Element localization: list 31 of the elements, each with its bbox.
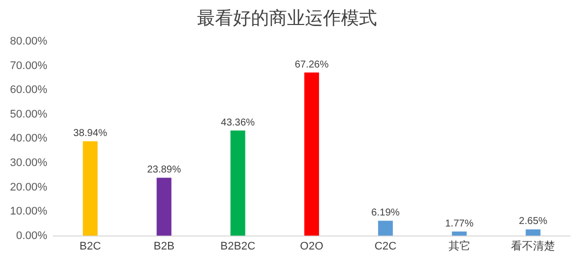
x-tick-label: B2B2C bbox=[220, 240, 256, 252]
data-label: 2.65% bbox=[518, 216, 548, 228]
bar bbox=[378, 220, 393, 236]
chart-title: 最看好的商业运作模式 bbox=[197, 8, 377, 28]
x-tick-label: B2B bbox=[154, 240, 174, 252]
data-label: 6.19% bbox=[371, 208, 400, 219]
bar bbox=[230, 130, 246, 236]
bar bbox=[452, 232, 467, 236]
data-label: 23.89% bbox=[147, 164, 182, 176]
y-tick-label: 60.00% bbox=[10, 84, 48, 96]
y-tick-label: 80.00% bbox=[10, 36, 48, 48]
y-tick-label: 20.00% bbox=[10, 181, 48, 194]
data-label: 1.77% bbox=[445, 218, 474, 230]
bar bbox=[526, 229, 540, 236]
y-tick-label: 10.00% bbox=[10, 206, 48, 218]
data-label: 43.36% bbox=[220, 117, 255, 128]
y-tick-label: 50.00% bbox=[10, 108, 48, 120]
data-label: 67.26% bbox=[294, 59, 329, 70]
y-tick-label: 40.00% bbox=[10, 132, 48, 145]
y-tick-label: 70.00% bbox=[10, 60, 48, 72]
x-tick-label: 看不清楚 bbox=[511, 239, 556, 252]
data-label: 38.94% bbox=[73, 128, 108, 140]
y-tick-label: 30.00% bbox=[10, 157, 48, 170]
y-tick-label: 0.00% bbox=[16, 230, 48, 242]
x-tick-label: C2C bbox=[374, 240, 397, 252]
bar bbox=[82, 141, 98, 236]
x-tick-label: B2C bbox=[80, 240, 101, 252]
x-tick-label: O2O bbox=[300, 240, 324, 252]
bar bbox=[304, 72, 320, 236]
x-tick-label: 其它 bbox=[448, 239, 470, 252]
bar bbox=[156, 178, 172, 236]
